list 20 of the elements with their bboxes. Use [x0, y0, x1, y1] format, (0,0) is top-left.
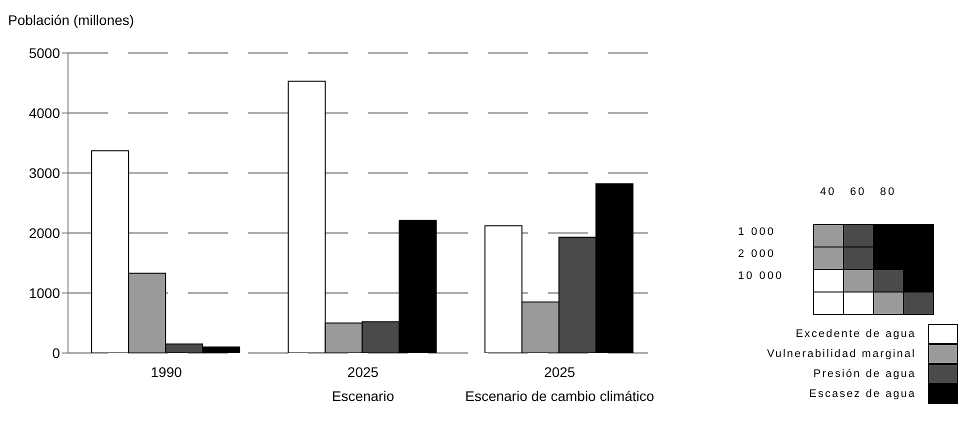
- x-tick-label: 2025 Escenario: [332, 364, 394, 404]
- text: 60: [850, 186, 866, 198]
- text: 40: [820, 186, 836, 198]
- text: 80: [880, 186, 896, 198]
- x-tick-label: 1990: [150, 364, 182, 380]
- y-tick-label: 0: [52, 344, 60, 361]
- y-axis-title: Población (millones): [8, 12, 134, 28]
- text: 1 000: [738, 226, 776, 238]
- y-tick-label: 1000: [28, 284, 60, 301]
- y-tick-label: 2000: [28, 224, 60, 241]
- y-tick-label: 5000: [28, 44, 60, 61]
- legend-label: Vulnerabilidad marginal: [766, 348, 916, 360]
- y-tick-label: 3000: [28, 164, 60, 181]
- text: 2 000: [738, 248, 776, 260]
- legend-label: Excedente de agua: [796, 328, 916, 340]
- x-tick-label: 2025 Escenario de cambio climático: [465, 364, 654, 404]
- y-tick-label: 4000: [28, 104, 60, 121]
- text: 10 000: [738, 270, 784, 282]
- legend-label: Presión de agua: [813, 368, 916, 380]
- legend-label: Escasez de agua: [809, 388, 916, 400]
